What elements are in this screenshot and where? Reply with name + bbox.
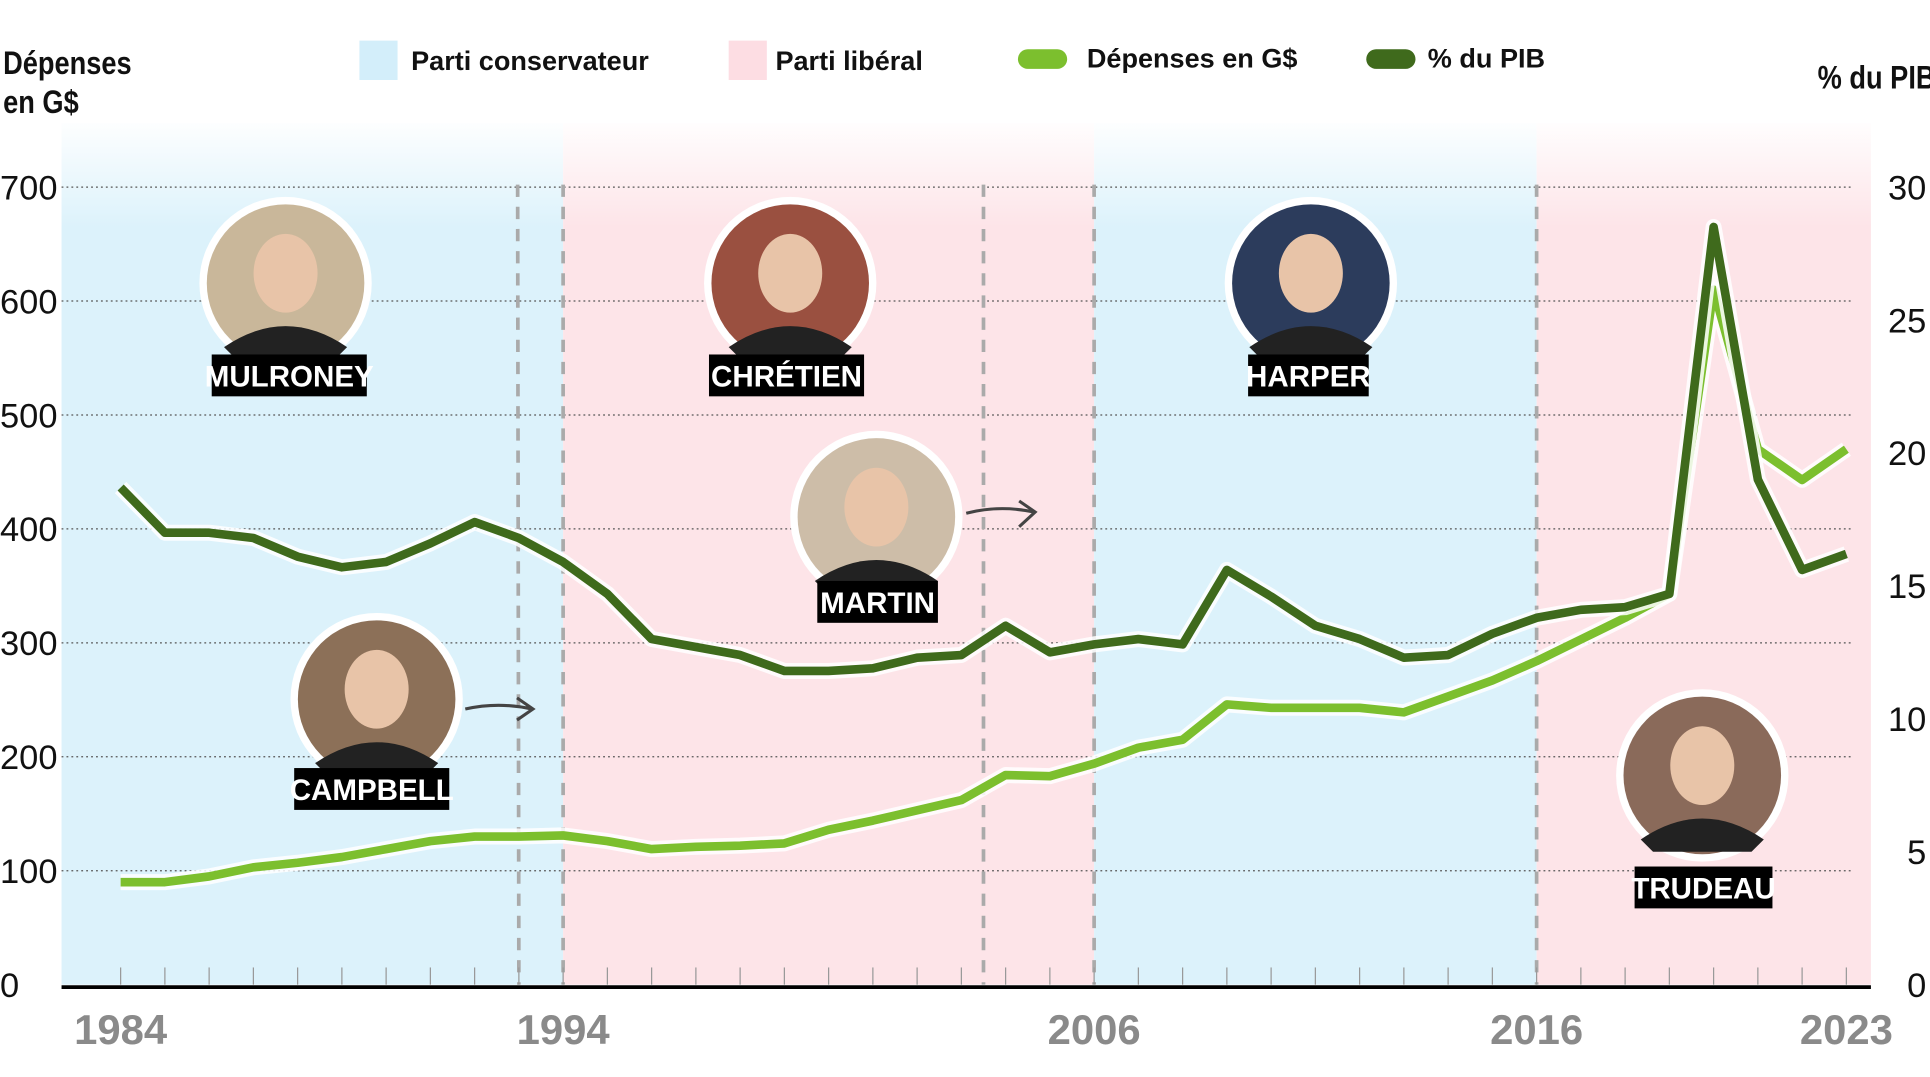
legend-swatch-conservative bbox=[359, 40, 398, 81]
legend-swatch-liberal bbox=[728, 40, 767, 81]
legend-swatch-gdp bbox=[1366, 49, 1416, 69]
transition-line bbox=[515, 184, 521, 985]
pm-martin: MARTIN bbox=[790, 430, 963, 623]
pm-name-label: TRUDEAU bbox=[1631, 873, 1775, 906]
portrait-suit bbox=[1640, 818, 1764, 852]
legend-label-liberal: Parti libéral bbox=[775, 45, 922, 76]
portrait-face bbox=[1670, 726, 1735, 805]
pm-campbell: CAMPBELL bbox=[290, 612, 463, 810]
right-tick-label: 30 bbox=[1888, 169, 1926, 207]
gridlines: 0 100 200 300 400 500 600 700 0 5 10 15 20 25 30 bbox=[0, 169, 1926, 1005]
pm-name-box bbox=[1634, 866, 1773, 909]
pm-mulroney: MULRONEY bbox=[199, 196, 374, 397]
right-tick-label: 5 bbox=[1907, 834, 1926, 872]
right-tick-label: 25 bbox=[1888, 302, 1926, 340]
pm-name-label: MULRONEY bbox=[205, 360, 374, 393]
pm-name-box bbox=[817, 580, 938, 623]
portrait-suit bbox=[315, 742, 439, 776]
portrait-face bbox=[253, 233, 318, 313]
top-fade bbox=[49, 116, 1896, 228]
pm-chretien: CHRÉTIEN bbox=[704, 196, 877, 397]
left-tick-label: 300 bbox=[0, 625, 57, 663]
pm-trudeau: TRUDEAU bbox=[1616, 689, 1789, 909]
left-tick-label: 0 bbox=[0, 967, 19, 1005]
prime-minister-portraits: MULRONEY CAMPBELL CHRÉTIEN MARTIN HARPER TRUD… bbox=[199, 196, 1789, 909]
x-tick-label: 1994 bbox=[517, 1006, 611, 1053]
legend-swatch-spending bbox=[1017, 49, 1068, 69]
portrait-suit bbox=[728, 326, 852, 360]
left-axis-title-line2: en G$ bbox=[3, 85, 79, 121]
right-tick-label: 10 bbox=[1888, 701, 1926, 739]
pm-name-box bbox=[211, 354, 367, 397]
left-axis-title-line1: Dépenses bbox=[3, 46, 131, 82]
pm-name-label: CHRÉTIEN bbox=[711, 359, 862, 393]
pm-name-box bbox=[708, 354, 865, 397]
portrait-face bbox=[844, 467, 909, 547]
right-tick-label: 15 bbox=[1888, 568, 1926, 606]
arrow-icon bbox=[965, 499, 1038, 528]
legend-label-spending: Dépenses en G$ bbox=[1087, 43, 1298, 74]
arrow-icon bbox=[464, 696, 536, 722]
legend-label-conservative: Parti conservateur bbox=[411, 45, 649, 76]
pm-name-box bbox=[294, 768, 450, 810]
portrait-suit bbox=[1249, 326, 1373, 360]
portrait-face bbox=[758, 233, 823, 313]
legend-label-gdp: % du PIB bbox=[1428, 43, 1545, 74]
left-tick-label: 400 bbox=[0, 511, 57, 549]
spending-line bbox=[120, 285, 1849, 887]
legend: Parti conservateur Parti libéral Dépense… bbox=[359, 40, 1545, 81]
left-tick-label: 200 bbox=[0, 739, 57, 777]
left-tick-label: 600 bbox=[0, 283, 57, 321]
series-lines bbox=[114, 218, 1851, 891]
left-tick-label: 700 bbox=[0, 169, 57, 207]
portrait-face bbox=[1278, 233, 1343, 313]
x-tick-label: 2023 bbox=[1800, 1006, 1893, 1053]
portrait-suit bbox=[224, 326, 348, 360]
pm-name-box bbox=[1248, 354, 1369, 397]
x-tick-label: 2016 bbox=[1490, 1006, 1583, 1053]
x-tick-label: 1984 bbox=[74, 1006, 168, 1053]
pm-name-label: MARTIN bbox=[820, 587, 935, 620]
axes: 1984 1994 2006 2016 2023 bbox=[61, 967, 1893, 1053]
right-tick-label: 0 bbox=[1907, 967, 1926, 1005]
left-tick-label: 100 bbox=[0, 853, 57, 891]
portrait-face bbox=[344, 649, 409, 729]
pm-name-label: CAMPBELL bbox=[290, 774, 454, 807]
pm-name-label: HARPER bbox=[1246, 360, 1371, 393]
gdp-line bbox=[117, 222, 1848, 676]
right-tick-label: 20 bbox=[1888, 435, 1926, 473]
left-tick-label: 500 bbox=[0, 397, 57, 435]
right-axis-title: % du PIB bbox=[1818, 61, 1930, 97]
x-tick-label: 2006 bbox=[1048, 1006, 1141, 1053]
pm-harper: HARPER bbox=[1224, 196, 1398, 397]
